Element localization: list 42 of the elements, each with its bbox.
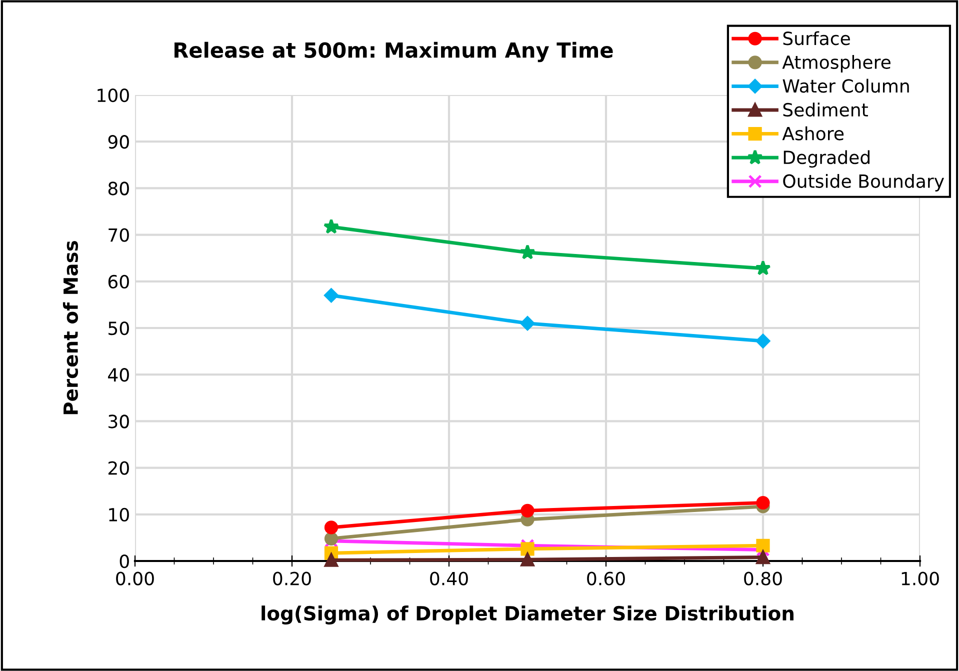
y-tick-label: 0 (120, 554, 129, 568)
y-tick-label: 90 (108, 135, 129, 149)
point (520, 244, 536, 260)
x-tick-label: 0.80 (744, 572, 782, 586)
legend-label: Ashore (782, 126, 844, 140)
point (520, 504, 534, 518)
point (324, 553, 338, 567)
legend-label: Water Column (782, 78, 909, 93)
x-axis-title: log(Sigma) of Droplet Diameter Size Distribution (262, 606, 794, 625)
point (324, 532, 338, 546)
y-axis-title: Percent of Mass (62, 240, 78, 414)
point (520, 552, 534, 566)
point (755, 260, 771, 276)
x-tick-label: 0.40 (430, 572, 468, 586)
point (323, 218, 340, 234)
point (324, 520, 338, 534)
point (520, 542, 534, 556)
y-tick-label: 100 (98, 88, 129, 102)
y-tick-label: 70 (108, 228, 129, 242)
chart-title: Release at 500m: Maximum Any Time (174, 42, 613, 62)
x-tick-label: 0.20 (273, 572, 311, 586)
x-tick-label: 0.00 (116, 572, 154, 586)
legend-label: Surface (783, 31, 850, 46)
point (756, 496, 770, 510)
y-tick-label: 40 (108, 368, 129, 382)
y-tick-label: 50 (108, 321, 129, 336)
point (756, 334, 770, 348)
point (756, 538, 770, 552)
y-tick-label: 20 (108, 461, 129, 475)
y-tick-label: 60 (108, 274, 129, 289)
legend-label: Atmosphere (782, 55, 890, 72)
legend-label: Degraded (784, 150, 870, 168)
x-tick-label: 0.60 (587, 572, 625, 586)
point (520, 316, 535, 330)
legend-label: Sediment (783, 102, 868, 117)
y-tick-label: 10 (109, 508, 129, 522)
y-tick-label: 80 (108, 182, 129, 196)
point (324, 288, 338, 303)
x-tick-label: 1.00 (902, 572, 939, 586)
y-tick-label: 30 (108, 414, 129, 428)
point (756, 550, 770, 564)
legend-label: Outside Boundary (783, 174, 944, 192)
